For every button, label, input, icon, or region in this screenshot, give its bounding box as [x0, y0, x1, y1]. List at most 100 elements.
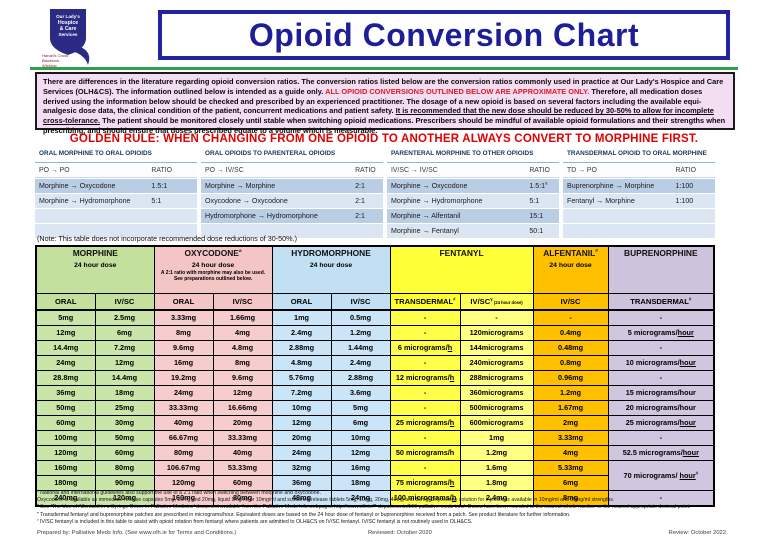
drug-group-row: MORPHINE 24 hour dose OXYCODONEa 24 hour do… — [35, 245, 715, 294]
conversion-table: PARENTERAL MORPHINE TO OTHER OPIOIDS IV/S… — [387, 148, 559, 238]
dose-cell: 0.48mg — [532, 340, 609, 356]
dose-cell: 50 micrograms/h — [389, 445, 461, 461]
conversion-cell: Morphine → Morphine — [205, 182, 276, 190]
ratio-cell: 50:1 — [529, 227, 544, 235]
dose-cell: 16mg — [330, 460, 391, 476]
route-header: IV/SC → IV/SC — [391, 166, 438, 174]
dose-cell: 3.33mg — [532, 430, 609, 446]
dose-cell: 2.4mg — [271, 325, 332, 341]
dose-cell: - — [389, 385, 461, 401]
ratio-header: RATIO — [355, 166, 376, 174]
dose-cell: 2.4mg — [459, 490, 534, 507]
conversion-row — [35, 224, 197, 238]
dose-cell: 1.67mg — [532, 400, 609, 416]
disclaimer-segment: Therefore, all medication doses derived … — [43, 86, 703, 116]
dose-cell: 360micrograms — [459, 385, 534, 401]
dose-cell: - — [607, 490, 715, 507]
drug-name: FENTANYL — [439, 248, 484, 258]
conversion-row — [201, 224, 383, 238]
route-note: (24 hour dose) — [492, 300, 523, 305]
footnote: # Transdermal fentanyl and buprenorphine… — [37, 511, 571, 518]
dose-cell: 14.4mg — [35, 340, 96, 356]
dose-cell: 120micrograms — [459, 325, 534, 341]
conversion-table: ORAL OPIOIDS TO PARENTERAL OPIOIDS PO → I… — [201, 148, 383, 238]
drug-subtitle: 24 hour dose — [549, 262, 592, 270]
conversion-cell: Morphine → Fentanyl — [391, 227, 459, 235]
route-header: IV/SC — [212, 293, 273, 311]
dose-cell: 1mg — [271, 309, 332, 326]
disclaimer-box: There are differences in the literature … — [35, 72, 735, 135]
dose-cell: 5 micrograms/hour — [607, 325, 715, 341]
dose-cell: 25 micrograms/hour — [607, 415, 715, 431]
conversion-cell: Morphine → Oxycodone — [391, 182, 468, 190]
conversion-tables: ORAL MORPHINE TO ORAL OPIOIDS PO → PO RATI… — [35, 148, 715, 238]
dose-cell: 1.6mg — [459, 460, 534, 476]
drug-name: BUPRENORPHINE — [624, 248, 698, 258]
dose-cell: 28.8mg — [35, 370, 96, 386]
dose-cell: 50mg — [35, 400, 96, 416]
dose-row: 240mg 120mg 160mg 80mg 48mg 24mg 100 microgram… — [35, 490, 715, 507]
dose-cell: 60mg — [35, 415, 96, 431]
dose-cell: 10mg — [271, 400, 332, 416]
ratio-header: RATIO — [675, 166, 696, 174]
logo-location: Harold's Cross — [42, 53, 68, 58]
dose-cell: - — [607, 340, 715, 356]
dose-cell: 120mg — [153, 475, 214, 491]
conversion-row: Hydromorphone → Hydromorphone 2:1 — [201, 209, 383, 223]
dose-row: 14.4mg 7.2mg 9.6mg 4.8mg 2.88mg 1.44mg 6 micro… — [35, 340, 715, 356]
dose-cell: 180mg — [35, 475, 96, 491]
dose-cell: 240mg — [35, 490, 96, 507]
golden-rule: GOLDEN RULE: WHEN CHANGING FROM ONE OPIO… — [69, 133, 699, 145]
conversion-table-subheader: PO → IV/SC RATIO — [201, 163, 383, 178]
conversion-cell: Fentanyl → Morphine — [567, 197, 635, 205]
dose-cell: 120mg — [94, 490, 155, 507]
conversion-cell: Oxycodone → Oxycodone — [205, 197, 288, 205]
route-header: IV/SC — [94, 293, 155, 311]
dose-cell: 48mg — [271, 490, 332, 507]
dose-cell: 3.33mg — [153, 309, 214, 326]
dose-cell: 5mg — [35, 309, 96, 326]
conversion-table-title: PARENTERAL MORPHINE TO OTHER OPIOIDS — [387, 148, 559, 163]
conversion-table-title: ORAL MORPHINE TO ORAL OPIOIDS — [35, 148, 197, 163]
logo-line: Hospice — [58, 20, 78, 26]
dose-cell: 6mg — [330, 415, 391, 431]
conversion-row: Fentanyl → Morphine 1:100 — [563, 194, 715, 208]
drug-group-header: MORPHINE 24 hour dose — [35, 245, 155, 294]
conversion-row: Morphine → Alfentanil 15:1 — [387, 209, 559, 223]
route-header: TD → PO — [567, 166, 597, 174]
title-box: Opioid Conversion Chart — [158, 10, 730, 60]
footnotes: a National and international guidelines … — [37, 490, 737, 526]
route-header: TRANSDERMAL# — [389, 293, 461, 311]
dose-cell: 10 micrograms/hour — [607, 355, 715, 371]
dose-cell: - — [389, 400, 461, 416]
logo-location: Wicklow — [42, 63, 57, 68]
dose-cell: 36mg — [35, 385, 96, 401]
dose-row: 28.8mg 14.4mg 19.2mg 9.6mg 5.76mg 2.88mg 12 mi… — [35, 370, 715, 386]
conversion-row: Morphine → Hydromorphone 5:1 — [35, 194, 197, 208]
dose-cell: 12mg — [271, 415, 332, 431]
conversion-row: Morphine → Morphine 2:1 — [201, 179, 383, 193]
drug-name: MORPHINE — [72, 248, 118, 258]
conversion-cell: Buprenorphine → Morphine — [567, 182, 655, 190]
route-header: PO → IV/SC — [205, 166, 244, 174]
dose-cell: 2mg — [532, 415, 609, 431]
conversion-table-title: TRANSDERMAL OPIOID TO ORAL MORPHINE — [563, 148, 715, 163]
route-row: ORAL IV/SC ORAL IV/SC ORAL IV/SC TRANSDERMAL# I… — [35, 293, 715, 311]
conversion-cell: Hydromorphone → Hydromorphone — [205, 212, 318, 220]
disclaimer-segment: ALL OPIOID CONVERSIONS OUTLINED BELOW AR… — [325, 86, 590, 96]
dose-cell: 4.8mg — [271, 355, 332, 371]
dose-cell: 70 micrograms/ hour# — [607, 460, 715, 491]
dose-cell: 14.4mg — [94, 370, 155, 386]
conversion-table-title: ORAL OPIOIDS TO PARENTERAL OPIOIDS — [201, 148, 383, 163]
dose-cell: 20mg — [212, 415, 273, 431]
dose-cell: - — [389, 355, 461, 371]
conversion-row — [35, 209, 197, 223]
dose-cell: 1.8mg — [459, 475, 534, 491]
conversion-table: ORAL MORPHINE TO ORAL OPIOIDS PO → PO RATI… — [35, 148, 197, 238]
dose-cell: 1mg — [459, 430, 534, 446]
dose-cell: 6mg — [94, 325, 155, 341]
dose-cell: 12mg — [212, 385, 273, 401]
route-header: ORAL — [153, 293, 214, 311]
dose-cell: 5.76mg — [271, 370, 332, 386]
